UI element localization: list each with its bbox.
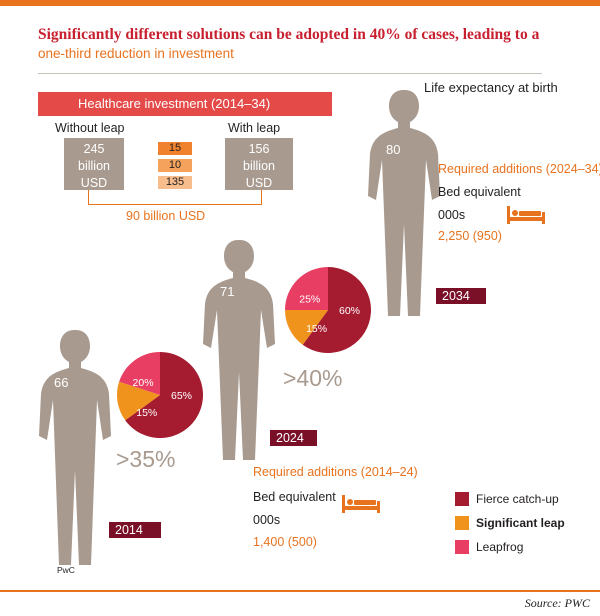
pie-label-leapfrog: 20% bbox=[133, 377, 154, 389]
without-leap-currency: USD bbox=[80, 176, 108, 190]
year-label-2024: 2024 bbox=[270, 430, 317, 446]
legend-label-significant: Significant leap bbox=[476, 516, 565, 530]
pie-label-leapfrog: 25% bbox=[299, 294, 320, 306]
legend-swatch-leapfrog bbox=[455, 540, 469, 554]
person-2014-icon bbox=[39, 330, 111, 565]
with-leap-amount: 156 bbox=[248, 142, 270, 156]
source-note: Source: PWC bbox=[524, 596, 590, 610]
title-divider bbox=[38, 73, 542, 74]
life-expectancy-2034: 80 bbox=[386, 142, 401, 157]
pie-label-fierce: 65% bbox=[171, 390, 192, 402]
investment-heading: Healthcare investment (2014–34) bbox=[38, 92, 332, 116]
bed-value-2024-34: 2,250 (950) bbox=[438, 229, 502, 243]
pct-annotation-2014: >35% bbox=[116, 446, 176, 472]
pie-slice-significant bbox=[285, 310, 328, 345]
top-accent-bar bbox=[0, 0, 600, 6]
bed-value-2014-24: 1,400 (500) bbox=[253, 535, 317, 549]
year-label-2034: 2034 bbox=[436, 288, 486, 304]
legend-swatch-significant bbox=[455, 516, 469, 530]
investment-heading-text: Healthcare investment (2014–34) bbox=[78, 96, 271, 111]
breakdown-leapfrog: 135 bbox=[158, 176, 192, 189]
pwc-credit: PwC bbox=[57, 565, 75, 575]
pie-chart-2024: 60% 15% 25% bbox=[285, 267, 371, 353]
required-additions-title-2014-24: Required additions (2014–24) bbox=[253, 465, 418, 479]
bed-equivalent-label-2024-34: Bed equivalent bbox=[438, 185, 521, 199]
pie-slice-fierce bbox=[302, 267, 371, 353]
without-leap-unit: billion bbox=[78, 159, 110, 173]
pie-label-significant: 15% bbox=[136, 407, 157, 419]
without-leap-label: Without leap bbox=[55, 121, 125, 135]
chart-subtitle: one-third reduction in investment bbox=[38, 46, 234, 61]
unit-label-2024-34: 000s bbox=[438, 208, 466, 222]
unit-label-2014-24: 000s bbox=[253, 513, 281, 527]
pie-label-fierce: 60% bbox=[339, 305, 360, 317]
chart-title: Significantly different solutions can be… bbox=[38, 26, 540, 43]
pie-slice-leapfrog bbox=[285, 267, 328, 310]
bed-icon bbox=[342, 495, 380, 513]
breakdown-fierce: 15 bbox=[158, 142, 192, 155]
life-expectancy-label: Life expectancy at birth bbox=[424, 80, 558, 95]
pie-slice-significant bbox=[117, 381, 160, 421]
legend-label-leapfrog: Leapfrog bbox=[476, 540, 524, 554]
pie-label-significant: 15% bbox=[306, 323, 327, 335]
difference-label: 90 billion USD bbox=[126, 209, 206, 223]
legend-label-fierce: Fierce catch-up bbox=[476, 492, 559, 506]
pie-slice-leapfrog bbox=[119, 352, 160, 395]
life-expectancy-2014: 66 bbox=[54, 375, 69, 390]
with-leap-currency: USD bbox=[245, 176, 273, 190]
without-leap-amount: 245 bbox=[83, 142, 105, 156]
life-expectancy-2024: 71 bbox=[220, 284, 235, 299]
pie-slice-fierce bbox=[125, 352, 203, 438]
bed-icon bbox=[507, 206, 545, 224]
pct-annotation-2024: >40% bbox=[283, 365, 343, 391]
with-leap-value-box: 156 billion USD bbox=[225, 138, 293, 190]
pie-chart-2014: 65% 15% 20% bbox=[117, 352, 203, 438]
person-2024-icon bbox=[203, 240, 275, 460]
bottom-accent-bar bbox=[0, 590, 600, 592]
bed-equivalent-label-2014-24: Bed equivalent bbox=[253, 490, 336, 504]
difference-bracket bbox=[88, 190, 262, 205]
required-additions-title-2024-34: Required additions (2024–34) bbox=[438, 162, 600, 176]
breakdown-significant: 10 bbox=[158, 159, 192, 172]
year-label-2014: 2014 bbox=[109, 522, 161, 538]
legend-swatch-fierce bbox=[455, 492, 469, 506]
person-2034-icon bbox=[368, 90, 440, 316]
with-leap-unit: billion bbox=[243, 159, 275, 173]
with-leap-label: With leap bbox=[228, 121, 281, 135]
without-leap-value-box: 245 billion USD bbox=[64, 138, 124, 190]
